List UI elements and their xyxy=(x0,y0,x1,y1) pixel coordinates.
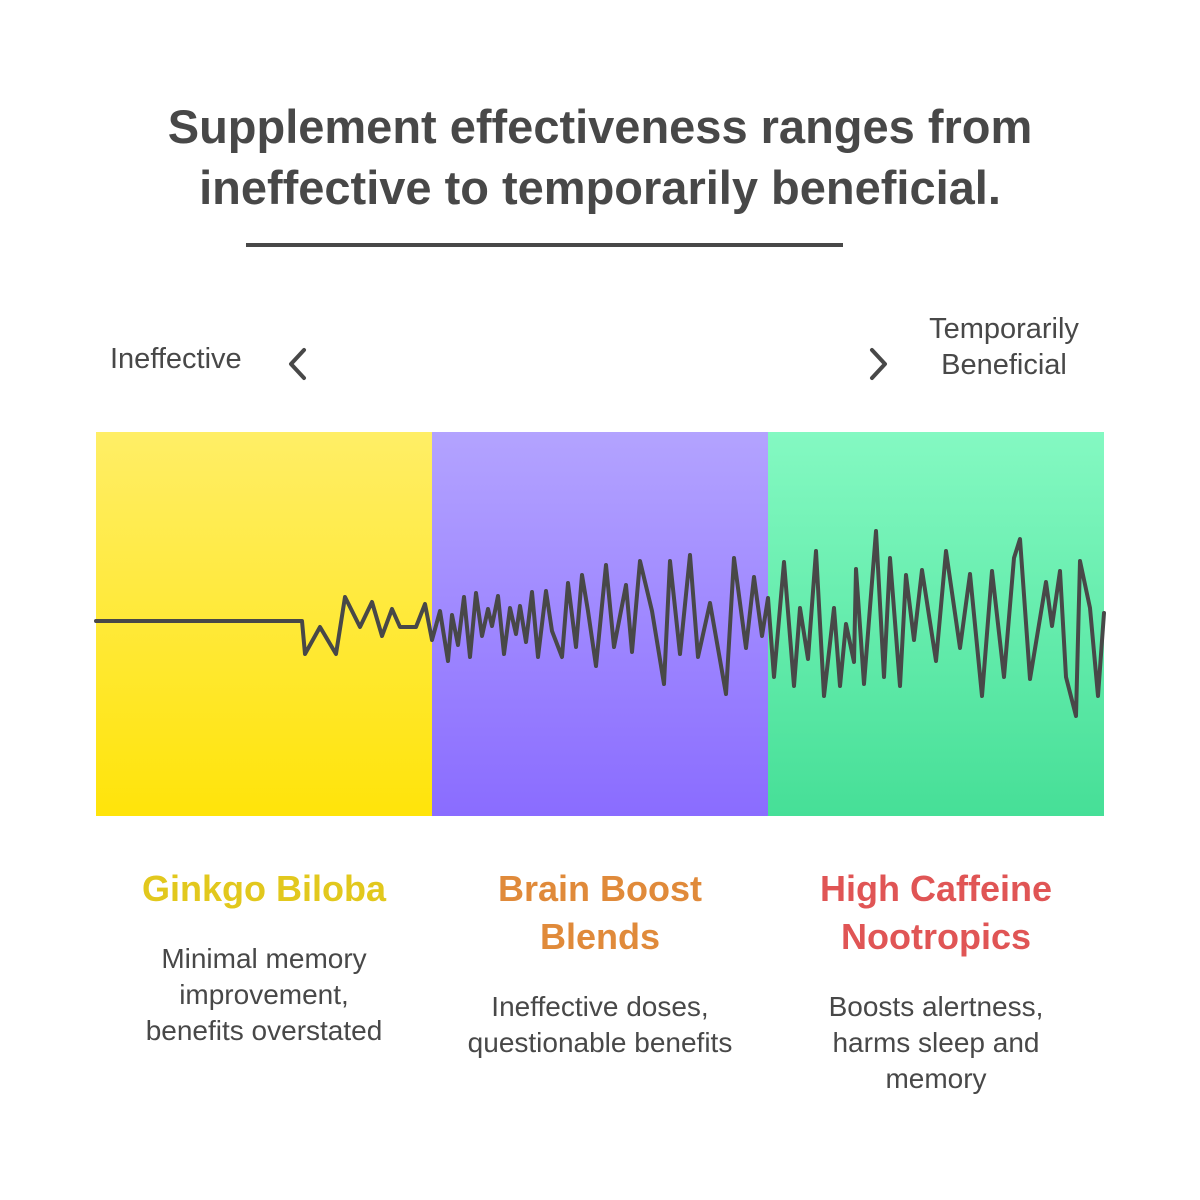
title-divider xyxy=(246,243,843,247)
column-title: Ginkgo Biloba xyxy=(141,868,386,909)
column-title: High Caffeine Nootropics xyxy=(819,868,1052,957)
column-ginkgo-biloba: Ginkgo Biloba Minimal memory improvement… xyxy=(96,865,432,1049)
chevron-left-icon xyxy=(289,348,306,380)
page-title: Supplement effectiveness ranges from ine… xyxy=(167,100,1033,214)
column-brain-boost-blends: Brain Boost Blends Ineffective doses, qu… xyxy=(432,865,768,1061)
band-ginkgo-biloba xyxy=(96,432,432,816)
column-description: Ineffective doses, questionable benefits xyxy=(467,991,733,1058)
band-brain-boost-blends xyxy=(432,432,768,816)
scale-right-label: Temporarily Beneficial xyxy=(929,313,1079,381)
scale-left-label: Ineffective xyxy=(110,343,242,375)
band-high-caffeine-nootropics xyxy=(768,432,1104,816)
chevron-right-icon xyxy=(870,348,887,380)
column-description: Boosts alertness, harms sleep and memory xyxy=(828,991,1044,1094)
column-title: Brain Boost Blends xyxy=(497,868,702,957)
column-high-caffeine-nootropics: High Caffeine Nootropics Boosts alertnes… xyxy=(768,865,1104,1097)
column-description: Minimal memory improvement, benefits ove… xyxy=(145,943,383,1046)
